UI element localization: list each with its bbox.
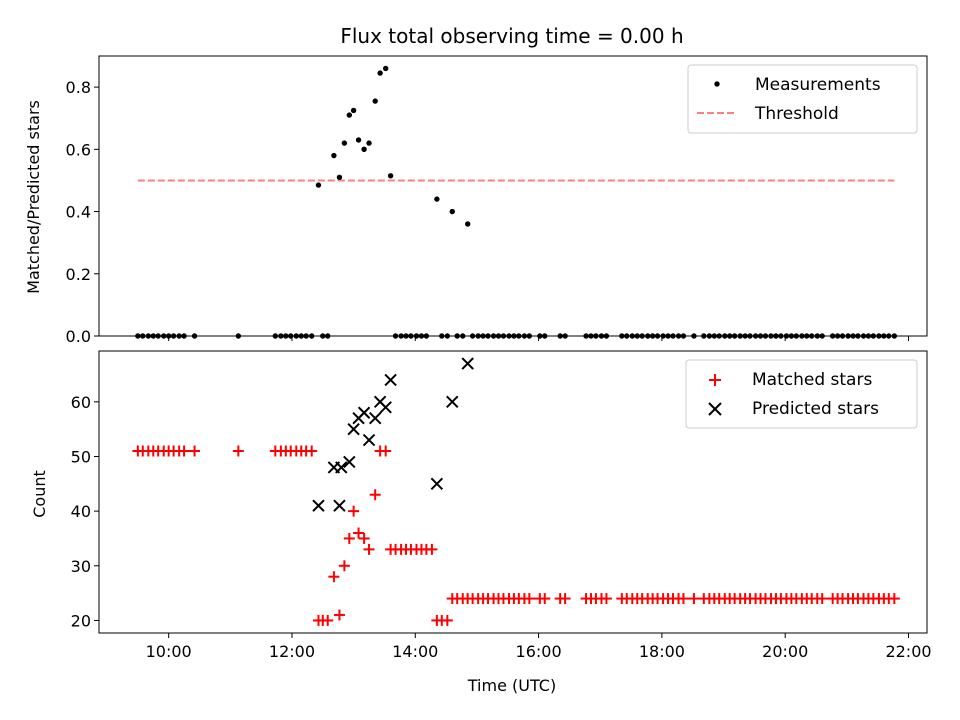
measurement-point [355, 137, 362, 143]
matched-point [306, 445, 318, 457]
matched-point [559, 593, 571, 605]
matched-point [353, 527, 365, 539]
matched-point [539, 593, 551, 605]
matched-point [178, 445, 190, 457]
predicted-point [368, 412, 382, 425]
matched-point [343, 532, 355, 544]
legend-matched-label: Matched stars [752, 370, 872, 390]
measurement-point [336, 174, 343, 181]
bottom-ytick-label: 50 [71, 447, 91, 466]
predicted-point [357, 406, 371, 419]
bottom-ytick-label: 30 [71, 557, 91, 576]
top-y-axis-label: Matched/Predicted stars [24, 100, 43, 294]
top-legend-box [687, 64, 918, 134]
matched-point [363, 543, 375, 555]
matched-point [358, 532, 370, 544]
bottom-legend: Matched stars Predicted stars [685, 359, 918, 429]
bottom-ytick-label: 60 [71, 393, 91, 412]
measurement-point [366, 140, 372, 146]
matched-point [600, 593, 612, 605]
predicted-point [461, 357, 474, 370]
measurement-point [377, 70, 383, 76]
predicted-point [347, 422, 360, 436]
measurement-point [464, 221, 471, 227]
top-legend: Measurements Threshold [687, 64, 918, 134]
bottom-xtick-label: 16:00 [516, 642, 562, 661]
measurement-point [434, 196, 440, 202]
measurement-point [341, 140, 348, 146]
top-ytick-label: 0.2 [66, 265, 91, 284]
bottom-xtick-label: 14:00 [392, 642, 438, 661]
matched-point [338, 560, 350, 572]
matched-point [523, 593, 535, 605]
predicted-point [430, 477, 444, 491]
top-plot-frame [98, 55, 928, 337]
matched-point [369, 489, 381, 501]
top-panel: Matched/Predicted stars 0.00.20.40.60.8 … [24, 55, 928, 346]
measurement-point [350, 107, 357, 114]
top-ytick-label: 0.8 [66, 78, 91, 97]
matched-point [426, 543, 438, 555]
matched-point [677, 593, 689, 605]
matched-point [333, 609, 345, 621]
legend-matched-marker [709, 374, 721, 386]
top-ytick-label: 0.4 [66, 203, 91, 222]
matched-point [441, 614, 453, 626]
matched-point [232, 445, 244, 457]
predicted-point [312, 499, 325, 512]
bottom-ytick-label: 20 [71, 611, 91, 630]
legend-predicted-marker [708, 402, 722, 416]
legend-predicted-label: Predicted stars [752, 399, 879, 419]
chart-title: Flux total observing time = 0.00 h [340, 24, 683, 48]
matched-point [189, 445, 201, 457]
bottom-xtick-label: 22:00 [885, 642, 931, 661]
matched-point [322, 614, 334, 626]
bottom-xtick-label: 20:00 [762, 642, 808, 661]
predicted-point [362, 433, 376, 447]
matched-point [688, 593, 700, 605]
top-y-ticks: 0.0 0.2 0.4 0.6 0.8 [66, 78, 99, 346]
matched-point [328, 571, 340, 583]
legend-measurements-marker [714, 81, 720, 87]
measurement-point [449, 208, 455, 215]
bottom-x-axis-label: Time (UTC) [467, 676, 556, 695]
predicted-point [446, 395, 459, 409]
measurement-point [346, 112, 353, 118]
top-ytick-label: 0.0 [66, 327, 91, 346]
bottom-plot-frame [98, 350, 928, 634]
measurement-point [361, 146, 367, 153]
measurement-point [331, 152, 337, 159]
matched-point [348, 505, 360, 517]
matched-point [380, 445, 392, 457]
predicted-point [333, 499, 346, 512]
measurement-point [387, 173, 394, 179]
bottom-panel: Count Time (UTC) 20 30 40 50 60 10:00 12:00 14… [30, 350, 932, 695]
bottom-legend-box [685, 359, 918, 429]
bottom-y-axis-label: Count [30, 470, 49, 518]
measurement-point [382, 65, 389, 72]
predicted-point [343, 455, 356, 469]
measurement-point [315, 182, 322, 188]
matched-point [888, 593, 900, 605]
bottom-x-ticks: 10:00 12:00 14:00 16:00 18:00 20:00 22:00 [146, 633, 932, 661]
bottom-xtick-label: 10:00 [146, 642, 192, 661]
matched-points [132, 445, 900, 626]
predicted-points [312, 357, 474, 512]
predicted-point [335, 461, 348, 474]
bottom-ytick-label: 40 [71, 502, 91, 521]
bottom-xtick-label: 18:00 [639, 642, 685, 661]
bottom-y-ticks: 20 30 40 50 60 [71, 393, 99, 630]
top-ytick-label: 0.6 [66, 140, 91, 159]
bottom-xtick-label: 12:00 [269, 642, 315, 661]
measurement-point [372, 98, 378, 104]
predicted-point [379, 401, 392, 414]
matched-point [816, 593, 828, 605]
legend-threshold-label: Threshold [754, 104, 839, 124]
legend-measurements-label: Measurements [755, 75, 881, 95]
predicted-point [384, 373, 397, 387]
